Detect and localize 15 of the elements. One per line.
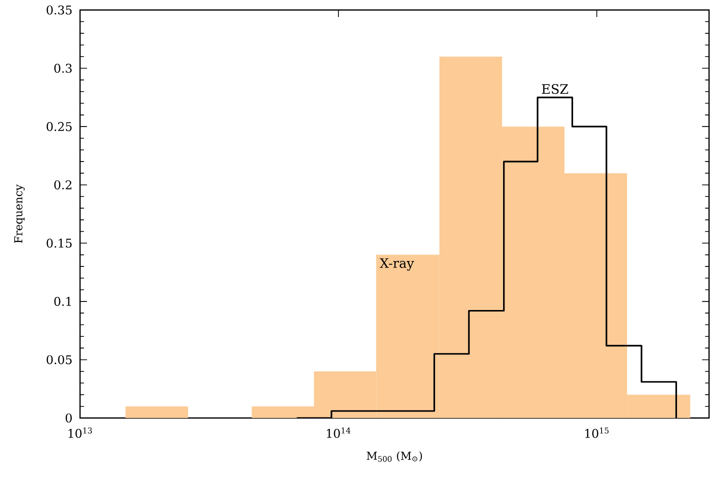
x-tick-label: 10$^{15}$: [585, 427, 609, 438]
y-tick-label: 0.1: [54, 296, 71, 306]
x-tick-label: 10$^{14}$: [326, 427, 350, 438]
y-tick-label: 0.15: [46, 238, 72, 248]
y-tick-label: 0.35: [46, 5, 72, 15]
x-axis-title: M$_{500}$ (M$_{⊙}$): [366, 451, 422, 462]
y-tick-label: 0: [66, 413, 72, 423]
series-label: ESZ: [542, 84, 568, 94]
y-tick-label: 0.25: [46, 122, 72, 132]
y-axis-title: Frequency: [14, 184, 25, 244]
series-label: X-ray: [380, 258, 414, 271]
y-tick-label: 0.2: [54, 180, 72, 190]
y-tick-label: 0.3: [54, 64, 72, 73]
y-tick-label: 0.05: [46, 355, 72, 364]
x-tick-label: 10$^{13}$: [68, 427, 92, 438]
